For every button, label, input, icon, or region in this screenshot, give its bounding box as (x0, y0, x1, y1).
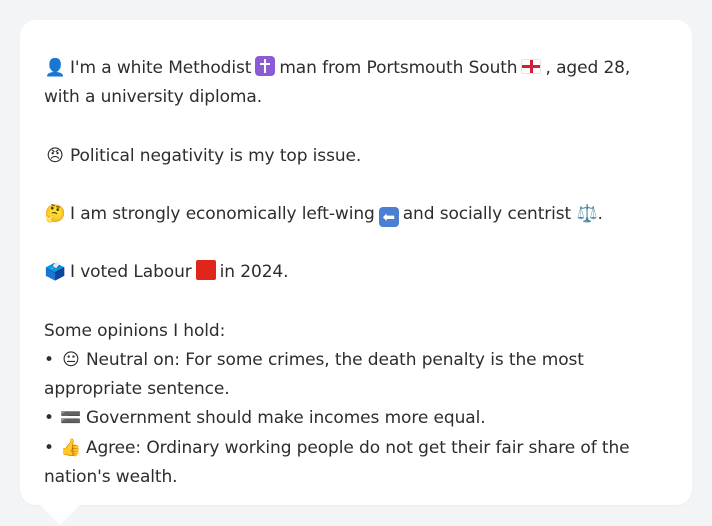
speech-bubble-tail (40, 505, 80, 525)
ideology-text-2: and socially centrist (402, 203, 572, 224)
opinion-item: • 🟰 Government should make incomes more eq… (44, 404, 668, 433)
thinking-face-icon: 🤔 (44, 203, 66, 224)
ballot-box-icon: 🗳️ (44, 262, 66, 283)
person-icon: 👤 (44, 58, 66, 78)
bullet: • (44, 349, 54, 370)
ideology-text-1: I am strongly economically left-wing (70, 203, 375, 224)
profile-card: 👤 I'm a white Methodist man from Portsmout… (20, 20, 692, 505)
england-flag-icon (521, 59, 542, 74)
opinions-heading: Some opinions I hold: (44, 320, 226, 341)
opinion-text: Agree: Ordinary working people do not ge… (44, 437, 630, 487)
equals-icon: 🟰 (60, 408, 82, 429)
opinion-item: • 😐 Neutral on: For some crimes, the death… (44, 346, 668, 404)
left-arrow-icon: ⬅ (378, 206, 399, 227)
vote-text-1: I voted Labour (70, 262, 192, 283)
identity-text-1: I'm a white Methodist (70, 58, 252, 78)
opinion-text: Government should make incomes more equa… (85, 408, 486, 429)
balance-scale-icon: ⚖️. (576, 203, 603, 224)
neutral-face-icon: 😐 (62, 349, 80, 370)
identity-text-2: man from Portsmouth South (279, 58, 518, 78)
top-issue-text: Political negativity is my top issue. (70, 145, 362, 166)
opinion-text: Neutral on: For some crimes, the death p… (44, 349, 584, 400)
opinion-item: • 👍 Agree: Ordinary working people do not … (44, 434, 668, 492)
identity-text-3: , aged 28, with a university diploma. (44, 58, 631, 108)
vote-text-2: in 2024. (219, 262, 289, 283)
identity-line: 👤 I'm a white Methodist man from Portsmout… (44, 54, 668, 112)
vote-line: 🗳️ I voted Labour in 2024. (44, 258, 668, 287)
red-square-icon (195, 260, 216, 281)
top-issue-line: 😠 Political negativity is my top issue. (44, 142, 668, 171)
bullet: • (44, 437, 54, 458)
ideology-line: 🤔 I am strongly economically left-wing ⬅ an… (44, 200, 668, 229)
latin-cross-icon (255, 56, 276, 76)
bullet: • (44, 408, 54, 429)
angry-face-icon: 😠 (46, 145, 64, 166)
profile-text: 👤 I'm a white Methodist man from Portsmout… (44, 54, 668, 492)
thumbs-up-icon: 👍 (60, 437, 82, 458)
